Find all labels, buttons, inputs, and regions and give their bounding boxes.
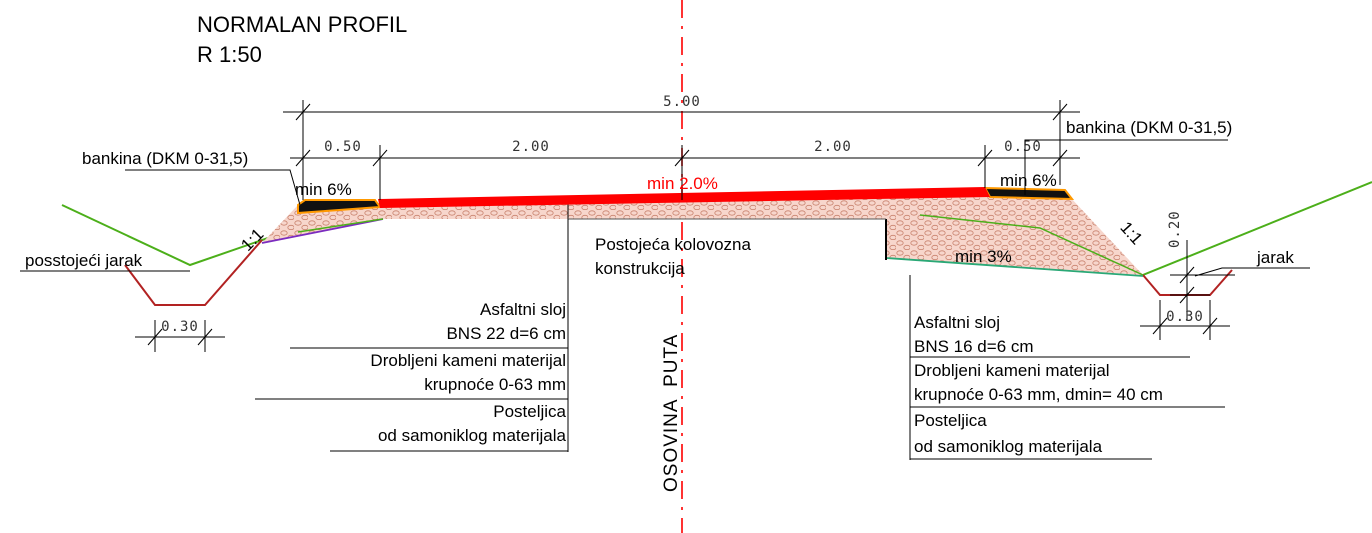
label-road-axis: OSOVINA PUTA <box>661 334 682 492</box>
gravel-layer <box>262 190 1143 275</box>
slope-left-embankment: 1:1 <box>237 225 267 255</box>
shoulder-left <box>297 199 382 215</box>
legend-left: Asfaltni sloj BNS 22 d=6 cm Drobljeni ka… <box>255 219 569 452</box>
terrain-left <box>61 204 269 267</box>
slope-right-subgrade: min 3% <box>955 247 1012 266</box>
dim-right-lane: 2.00 <box>814 139 852 155</box>
dim-left-shoulder: 0.50 <box>324 139 362 155</box>
leader-right-ditch <box>1194 267 1310 277</box>
label-existing-pavement-2: konstrukcija <box>595 259 685 278</box>
legend-left-layer-1-line-2: BNS 22 d=6 cm <box>446 324 566 343</box>
legend-left-layer-1-line-1: Asfaltni sloj <box>480 300 566 319</box>
legend-left-layer-3-line-1: Posteljica <box>493 402 566 421</box>
subgrade-line-left <box>261 218 384 244</box>
dim-right-ditch-depth: 0.20 <box>1167 210 1183 248</box>
terrain-under-left <box>297 218 384 233</box>
drawing-title: NORMALAN PROFIL <box>197 12 407 37</box>
legend-left-layer-3-line-2: od samoniklog materijala <box>378 426 567 445</box>
dim-total: 5.00 <box>663 94 701 110</box>
subgrade-line-right <box>885 257 1144 277</box>
leader-left-shoulder <box>125 169 301 206</box>
legend-right-layer-1-line-1: Asfaltni sloj <box>914 313 1000 332</box>
drawing-scale: R 1:50 <box>197 42 262 67</box>
label-existing-pavement-1: Postojeća kolovozna <box>595 235 751 254</box>
terrain-right <box>1142 181 1372 276</box>
label-left-ditch: posstojeći jarak <box>25 251 143 270</box>
legend-left-layer-2-line-1: Drobljeni kameni materijal <box>370 351 566 370</box>
slope-right-shoulder: min 6% <box>1000 171 1057 190</box>
terrain-under-right <box>919 214 1144 276</box>
slope-left-shoulder: min 6% <box>295 180 352 199</box>
label-right-ditch: jarak <box>1256 248 1294 267</box>
dim-right-shoulder: 0.50 <box>1004 139 1042 155</box>
slope-right-embankment: 1:1 <box>1116 218 1146 248</box>
leader-right-shoulder <box>1024 139 1228 195</box>
label-left-shoulder-material: bankina (DKM 0-31,5) <box>82 149 248 168</box>
dimension-lines <box>135 100 1235 352</box>
legend-left-layer-2-line-2: krupnoće 0-63 mm <box>424 375 566 394</box>
dim-left-lane: 2.00 <box>512 139 550 155</box>
legend-right-layer-2-line-2: krupnoće 0-63 mm, dmin= 40 cm <box>914 385 1163 404</box>
legend-right-layer-1-line-2: BNS 16 d=6 cm <box>914 337 1034 356</box>
legend-right-layer-3-line-1: Posteljica <box>914 411 987 430</box>
dim-left-ditch: 0.30 <box>161 319 199 335</box>
dim-right-ditch: 0.30 <box>1166 309 1204 325</box>
legend-right-layer-2-line-1: Drobljeni kameni materijal <box>914 361 1110 380</box>
legend-right: Asfaltni sloj BNS 16 d=6 cm Drobljeni ka… <box>909 275 1225 460</box>
slope-carriageway: min 2.0% <box>647 174 718 193</box>
label-right-shoulder-material: bankina (DKM 0-31,5) <box>1066 118 1232 137</box>
asphalt-layer <box>378 187 990 208</box>
ditch-left <box>124 239 263 306</box>
legend-right-layer-3-line-2: od samoniklog materijala <box>914 437 1103 456</box>
